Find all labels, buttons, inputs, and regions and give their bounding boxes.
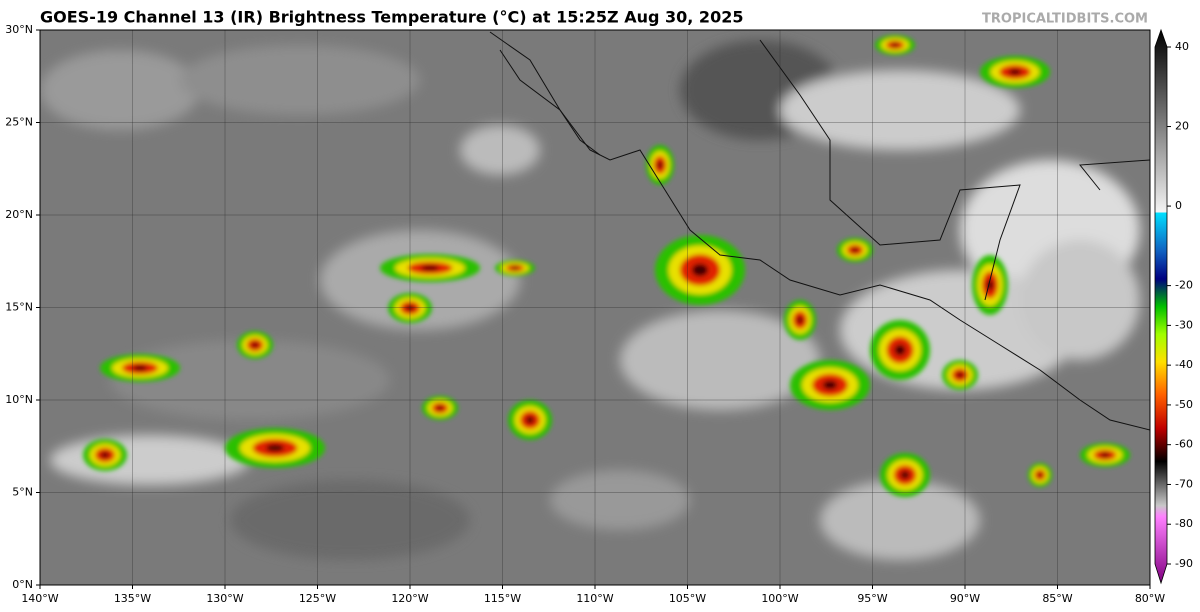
convection xyxy=(1100,452,1110,458)
colorbar-tick-label: -80 xyxy=(1175,517,1193,530)
convection xyxy=(511,266,519,270)
convection xyxy=(851,247,859,253)
lon-label: 90°W xyxy=(950,592,980,605)
lon-label: 110°W xyxy=(576,592,613,605)
title: GOES-19 Channel 13 (IR) Brightness Tempe… xyxy=(40,8,743,27)
lat-label: 20°N xyxy=(5,208,33,221)
watermark: TROPICALTIDBITS.COM xyxy=(982,12,1148,27)
lat-label: 0°N xyxy=(12,578,33,591)
cloud xyxy=(550,470,690,530)
cloud xyxy=(460,125,540,175)
lon-label: 100°W xyxy=(761,592,798,605)
convection xyxy=(101,452,109,458)
colorbar-tick-label: -60 xyxy=(1175,438,1193,451)
lon-label: 115°W xyxy=(484,592,521,605)
lon-label: 105°W xyxy=(669,592,706,605)
lat-label: 25°N xyxy=(5,116,33,129)
cloud xyxy=(820,480,980,560)
lat-label: 30°N xyxy=(5,23,33,36)
lon-label: 80°W xyxy=(1135,592,1165,605)
convection xyxy=(266,444,284,452)
cloud xyxy=(180,45,420,115)
lat-label: 10°N xyxy=(5,393,33,406)
convection xyxy=(891,43,899,47)
convection xyxy=(822,380,838,390)
lon-label: 135°W xyxy=(114,592,151,605)
convection xyxy=(657,161,663,169)
coastline xyxy=(489,31,1150,431)
colorbar-tick-label: 40 xyxy=(1175,40,1189,53)
convection xyxy=(421,265,439,271)
colorbar-tick-label: 0 xyxy=(1175,199,1182,212)
colorbar-tick-label: -30 xyxy=(1175,318,1193,331)
colorbar-tick-label: 20 xyxy=(1175,120,1189,133)
colorbar-tick-label: -20 xyxy=(1175,279,1193,292)
cloud xyxy=(50,435,250,485)
lat-label: 5°N xyxy=(12,486,33,499)
colorbar-tick-label: -40 xyxy=(1175,358,1193,371)
convection xyxy=(1008,69,1022,75)
map-frame xyxy=(39,29,1151,586)
convection xyxy=(436,405,444,411)
lon-label: 125°W xyxy=(299,592,336,605)
convection xyxy=(1037,472,1043,478)
colorbar-tick-label: -50 xyxy=(1175,398,1193,411)
colorbar-tick-label: -70 xyxy=(1175,477,1193,490)
cloud xyxy=(230,480,470,560)
lon-label: 85°W xyxy=(1042,592,1072,605)
convection xyxy=(797,316,803,324)
cloud xyxy=(40,50,200,130)
cloud xyxy=(780,70,1020,150)
lon-label: 140°W xyxy=(21,592,58,605)
colorbar xyxy=(1154,28,1168,585)
lon-label: 95°W xyxy=(857,592,887,605)
colorbar-tick-label: -90 xyxy=(1175,557,1193,570)
cloud xyxy=(1020,240,1140,360)
lon-label: 130°W xyxy=(206,592,243,605)
convection xyxy=(251,342,259,348)
convection xyxy=(691,263,709,277)
convection xyxy=(894,344,906,356)
coastline xyxy=(499,39,1150,301)
lat-label: 15°N xyxy=(5,301,33,314)
convection xyxy=(900,471,910,479)
convection xyxy=(526,416,534,424)
lon-label: 120°W xyxy=(391,592,428,605)
cloud xyxy=(620,310,820,410)
convection xyxy=(132,365,148,371)
convection xyxy=(956,372,964,378)
